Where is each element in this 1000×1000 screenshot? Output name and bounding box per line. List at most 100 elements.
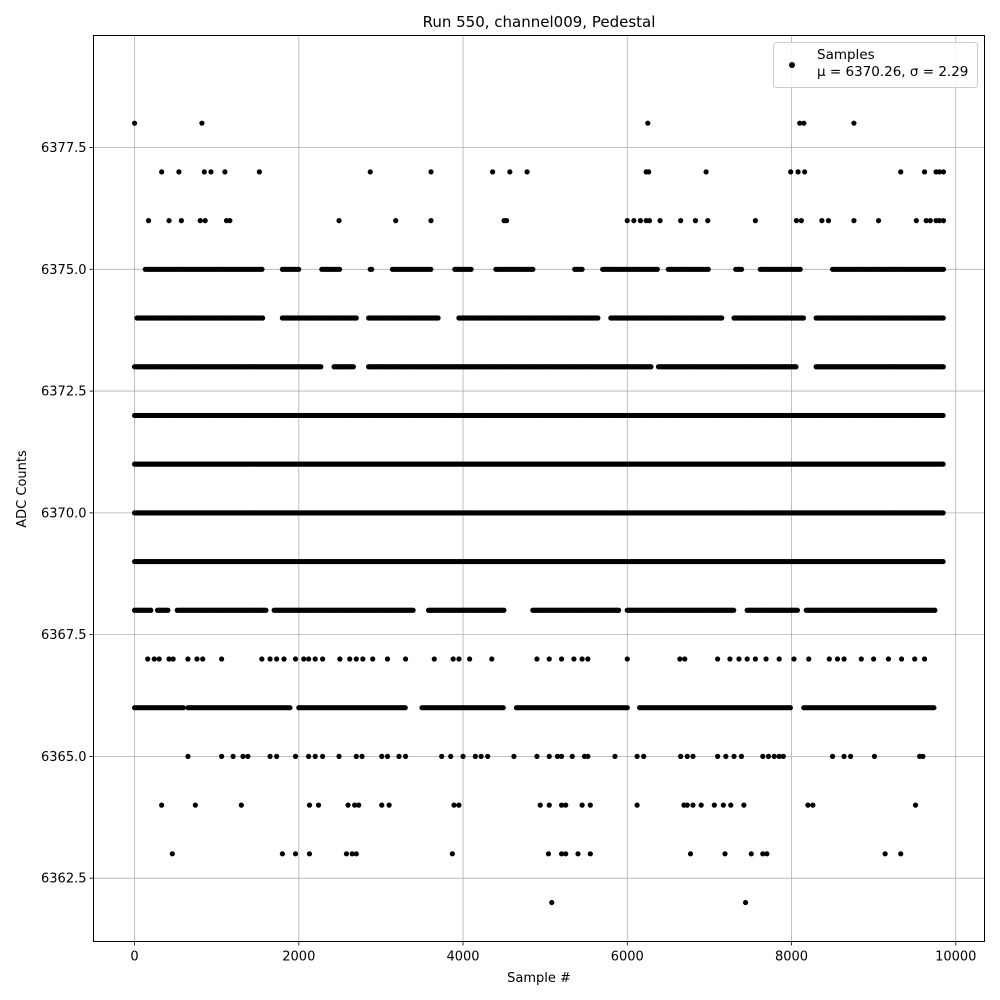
data-point <box>558 802 565 808</box>
data-point <box>826 656 832 662</box>
data-point <box>296 266 302 272</box>
data-point <box>871 753 878 760</box>
data-point <box>208 169 214 175</box>
data-point <box>156 656 162 662</box>
data-point <box>798 218 804 224</box>
data-point <box>646 218 653 224</box>
data-point <box>402 753 409 760</box>
data-point <box>292 753 299 760</box>
data-point <box>281 656 287 662</box>
data-point <box>646 169 652 175</box>
data-point <box>356 802 362 808</box>
data-point <box>920 753 926 760</box>
data-point <box>677 656 683 662</box>
data-point <box>690 802 696 808</box>
data-point <box>478 753 484 760</box>
data-point <box>267 656 273 662</box>
data-point <box>829 753 836 760</box>
data-point <box>637 218 644 224</box>
data-point <box>690 753 696 760</box>
legend-box <box>773 42 978 88</box>
data-point <box>727 656 733 662</box>
data-point <box>797 120 803 126</box>
data-point <box>222 169 228 175</box>
data-point <box>612 753 618 760</box>
legend-marker <box>789 62 795 68</box>
x-tick-label: 8000 <box>775 950 808 965</box>
data-point <box>764 851 770 857</box>
data-point <box>490 169 496 175</box>
data-point <box>507 169 513 175</box>
data-point <box>192 802 198 808</box>
data-point <box>428 218 434 224</box>
data-point <box>353 753 359 760</box>
data-point <box>201 169 207 175</box>
data-point <box>760 753 766 760</box>
data-point <box>810 802 816 808</box>
data-point <box>353 315 359 321</box>
data-point <box>848 753 854 760</box>
data-point <box>654 266 660 272</box>
data-point <box>634 753 640 760</box>
data-point <box>719 315 725 321</box>
data-point <box>921 656 928 662</box>
data-point <box>534 656 540 662</box>
data-point <box>765 753 772 760</box>
legend-stats-label: μ = 6370.26, σ = 2.29 <box>817 64 968 80</box>
data-point <box>219 656 225 662</box>
data-point <box>456 802 462 808</box>
data-point <box>287 705 293 711</box>
data-point <box>678 218 684 224</box>
data-point <box>634 802 640 808</box>
data-point <box>238 802 244 808</box>
data-point <box>595 315 601 321</box>
data-point <box>185 656 191 662</box>
data-point <box>185 753 191 760</box>
plot-frame <box>93 35 985 942</box>
y-tick-label: 6377.5 <box>41 141 87 156</box>
data-point <box>587 802 593 808</box>
data-point <box>940 364 946 370</box>
data-point <box>579 802 585 808</box>
data-point <box>546 656 552 662</box>
data-point <box>292 656 299 662</box>
y-tick-label: 6362.5 <box>41 872 87 887</box>
data-point <box>898 169 904 175</box>
data-point <box>202 218 208 224</box>
data-point <box>801 120 807 126</box>
data-point <box>537 802 543 808</box>
data-point <box>752 218 758 224</box>
data-point <box>343 851 350 857</box>
data-point <box>306 656 312 662</box>
data-point <box>805 802 811 808</box>
data-point <box>871 656 877 662</box>
data-point <box>145 218 152 224</box>
data-point <box>402 656 409 662</box>
data-point <box>912 656 918 662</box>
data-point <box>367 169 373 175</box>
plot-area <box>93 35 985 942</box>
data-point <box>787 705 793 711</box>
data-point <box>159 802 165 808</box>
data-point <box>274 753 280 760</box>
legend-series-name: Samples <box>817 47 875 63</box>
data-point <box>940 266 947 272</box>
data-point <box>563 851 569 857</box>
data-point <box>921 169 928 175</box>
data-point <box>318 364 324 370</box>
data-point <box>692 218 699 224</box>
data-point <box>738 266 745 272</box>
data-point <box>858 656 864 662</box>
data-point <box>320 656 326 662</box>
data-point <box>336 266 343 272</box>
data-point <box>624 656 630 662</box>
data-point <box>312 753 318 760</box>
data-point <box>274 656 280 662</box>
data-point <box>169 851 175 857</box>
data-point <box>336 218 342 224</box>
data-point <box>624 218 630 224</box>
data-point <box>825 218 832 224</box>
data-point <box>731 607 737 613</box>
data-point <box>306 851 313 857</box>
